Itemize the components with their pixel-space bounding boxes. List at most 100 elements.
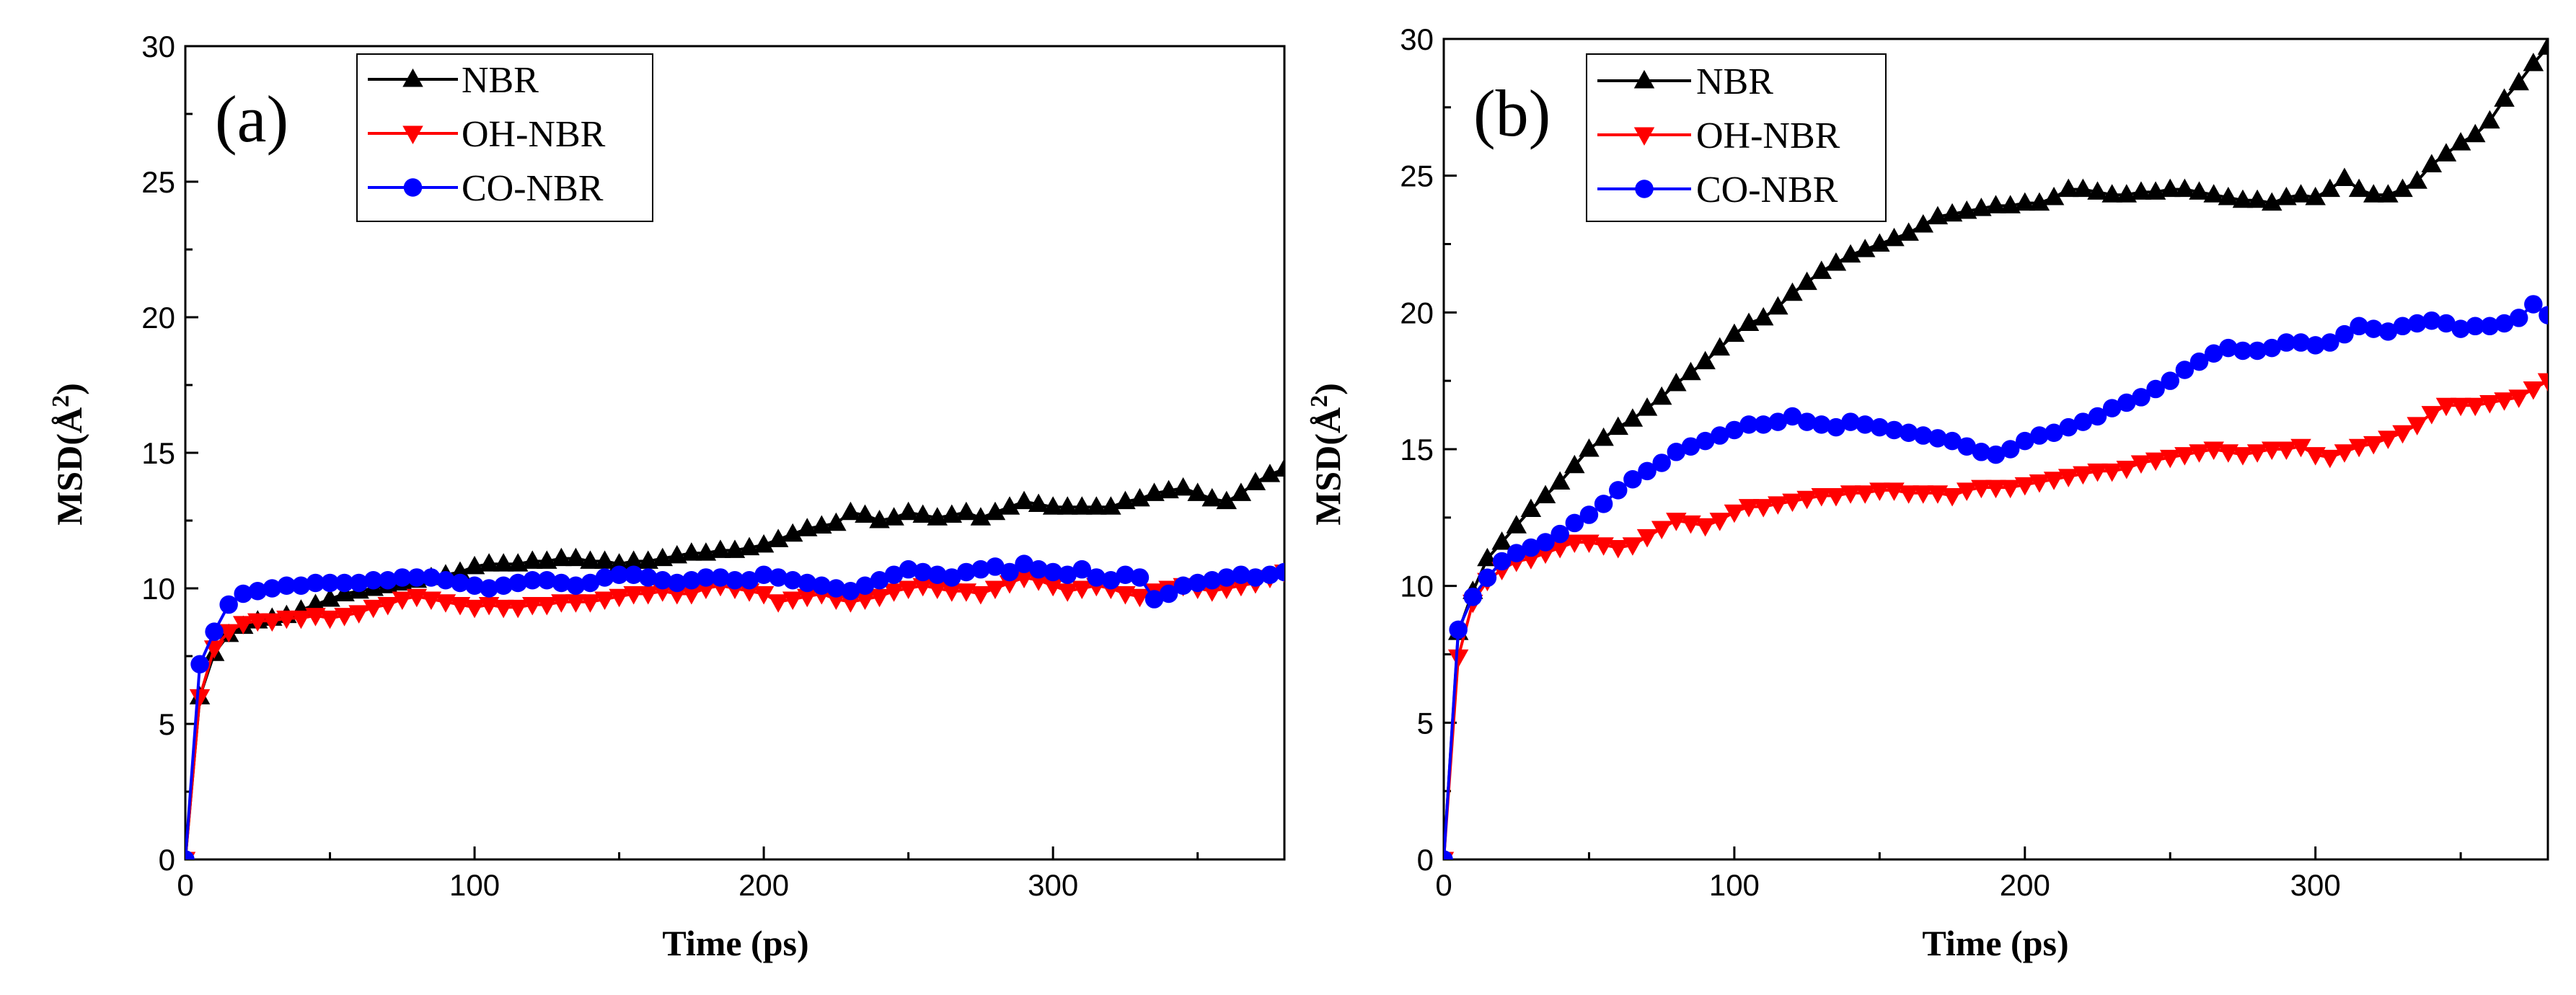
data-point-co-nbr	[2422, 311, 2441, 330]
data-point-co-nbr	[1116, 565, 1135, 584]
data-point-oh-nbr	[1447, 649, 1469, 668]
data-point-co-nbr	[1695, 431, 1715, 451]
data-point-oh-nbr	[2145, 452, 2166, 472]
panel-label: (a)	[215, 82, 288, 156]
data-point-nbr	[2218, 187, 2239, 205]
data-point-oh-nbr	[2014, 477, 2036, 496]
data-point-oh-nbr	[738, 583, 760, 602]
data-point-co-nbr	[190, 655, 209, 674]
data-point-oh-nbr	[2494, 392, 2515, 411]
data-point-oh-nbr	[797, 588, 818, 608]
data-point-co-nbr	[2175, 361, 2195, 379]
data-point-nbr	[1666, 372, 1687, 392]
data-point-co-nbr	[2059, 417, 2078, 437]
data-point-nbr	[1115, 490, 1136, 510]
data-point-co-nbr	[769, 568, 788, 587]
data-point-co-nbr	[1522, 538, 1540, 557]
data-point-co-nbr	[277, 576, 296, 595]
data-point-nbr	[1042, 496, 1064, 515]
data-point-oh-nbr	[522, 597, 543, 616]
data-point-oh-nbr	[2348, 438, 2370, 458]
data-point-nbr	[1158, 479, 1179, 499]
data-point-co-nbr	[1972, 443, 1991, 461]
data-point-oh-nbr	[2290, 438, 2311, 458]
data-point-co-nbr	[1681, 437, 1701, 456]
data-point-oh-nbr	[2479, 395, 2500, 414]
data-point-oh-nbr	[1898, 485, 1919, 504]
data-point-oh-nbr	[767, 594, 789, 613]
data-point-oh-nbr	[1129, 588, 1150, 608]
data-point-nbr	[681, 542, 702, 561]
data-point-co-nbr	[2335, 324, 2354, 344]
data-point-oh-nbr	[2537, 373, 2548, 392]
data-point-co-nbr	[725, 570, 744, 590]
data-point-oh-nbr	[855, 591, 875, 611]
data-point-oh-nbr	[1840, 485, 1861, 504]
data-point-oh-nbr	[2232, 447, 2254, 466]
data-point-oh-nbr	[1013, 570, 1035, 588]
data-point-nbr	[1636, 397, 1658, 416]
data-point-oh-nbr	[1927, 485, 1949, 504]
data-point-co-nbr	[1623, 469, 1642, 489]
legend-marker-oh-nbr	[402, 125, 423, 144]
data-point-nbr	[898, 501, 919, 521]
data-point-nbr	[1274, 458, 1284, 477]
data-point-oh-nbr	[2174, 447, 2195, 466]
data-point-co-nbr	[1173, 576, 1193, 595]
data-point-co-nbr	[2538, 306, 2548, 324]
data-point-nbr	[623, 550, 644, 569]
data-point-oh-nbr	[537, 597, 557, 616]
data-point-co-nbr	[1202, 570, 1222, 590]
data-point-nbr	[507, 553, 529, 572]
data-point-oh-nbr	[1072, 580, 1093, 599]
data-point-nbr	[1651, 386, 1672, 405]
plot-area-frame	[184, 45, 1286, 861]
data-point-nbr	[956, 501, 977, 521]
y-axis-title: MSD(Å2)	[1306, 383, 1349, 526]
legend-marker-nbr	[402, 68, 423, 87]
data-point-oh-nbr	[609, 588, 630, 608]
x-tick-label: 300	[2290, 868, 2341, 902]
data-point-nbr	[2276, 187, 2297, 205]
data-point-co-nbr	[2045, 423, 2063, 442]
data-point-nbr	[1259, 464, 1281, 482]
data-point-nbr	[2203, 184, 2224, 203]
data-point-co-nbr	[1478, 568, 1497, 588]
data-point-nbr	[580, 550, 601, 569]
y-tick-label: 10	[1400, 570, 1434, 603]
x-tick-label: 0	[1435, 868, 1452, 902]
data-point-oh-nbr	[232, 616, 254, 634]
data-point-nbr	[2537, 39, 2548, 55]
data-point-oh-nbr	[1651, 521, 1672, 540]
data-point-nbr	[478, 553, 500, 572]
data-point-oh-nbr	[1913, 485, 1934, 504]
data-point-nbr	[782, 523, 803, 542]
data-point-nbr	[826, 512, 847, 531]
data-point-co-nbr	[219, 595, 238, 614]
data-point-nbr	[1520, 498, 1542, 517]
data-point-nbr	[1100, 496, 1121, 515]
y-tick-label: 30	[141, 30, 175, 63]
data-point-co-nbr	[1463, 588, 1483, 606]
legend-marker-oh-nbr	[1633, 127, 1655, 146]
data-point-oh-nbr	[695, 580, 717, 599]
data-point-nbr	[2087, 181, 2108, 200]
legend-marker-co-nbr	[1635, 180, 1654, 198]
data-point-oh-nbr	[2101, 463, 2122, 482]
data-point-nbr	[638, 550, 658, 569]
data-point-co-nbr	[798, 573, 817, 593]
data-point-co-nbr	[2466, 317, 2485, 336]
data-point-co-nbr	[1507, 544, 1526, 562]
data-point-nbr	[1028, 493, 1049, 512]
data-point-nbr	[1869, 233, 1890, 252]
data-point-nbr	[2508, 71, 2529, 91]
y-tick-label: 15	[141, 436, 175, 470]
data-point-nbr	[2174, 178, 2195, 198]
data-point-co-nbr	[653, 570, 672, 590]
data-point-co-nbr	[638, 568, 658, 587]
data-point-oh-nbr	[189, 689, 211, 708]
data-point-co-nbr	[2291, 333, 2311, 352]
y-tick-label: 30	[1400, 22, 1434, 56]
data-point-nbr	[2479, 110, 2500, 129]
data-point-oh-nbr	[493, 599, 514, 619]
